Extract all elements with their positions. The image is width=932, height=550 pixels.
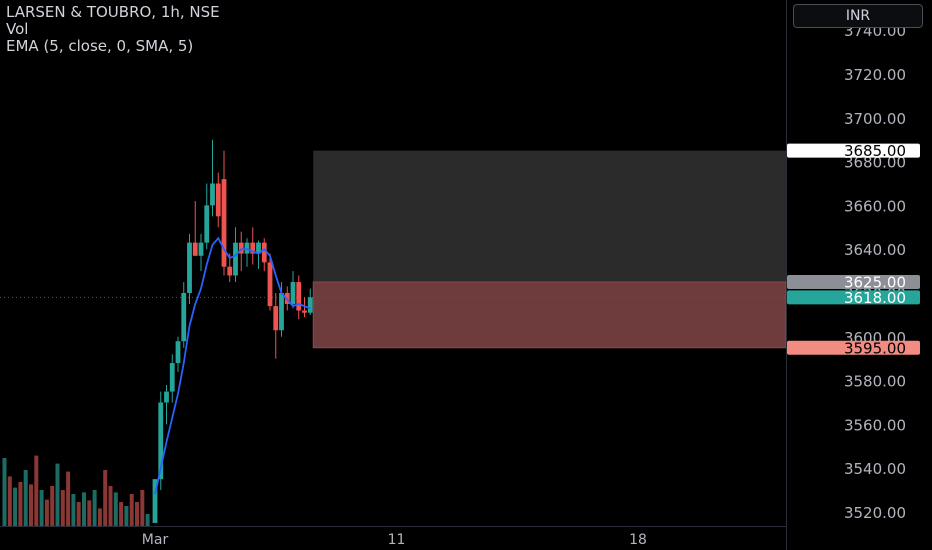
price-badge-target-label: 3685.00 (844, 142, 906, 160)
volume-bar (124, 506, 129, 526)
candle-body (227, 266, 233, 276)
candle-body (198, 242, 204, 256)
volume-bar (82, 492, 86, 526)
candle-body (267, 262, 273, 307)
volume-bar (87, 500, 92, 526)
volume-bar (92, 490, 97, 526)
price-badge-stop (787, 340, 920, 355)
candle-body (164, 391, 169, 403)
volume-bar (23, 470, 28, 526)
price-tick-label: 3540.00 (844, 460, 906, 478)
price-tick-label: 3660.00 (844, 197, 906, 215)
price-badge-last-label: 3618.00 (844, 289, 906, 307)
price-tick-label: 3720.00 (844, 66, 906, 84)
volume-bar (50, 486, 55, 526)
candle-body (296, 282, 302, 311)
price-badge-target (787, 143, 920, 158)
candle-body (187, 242, 192, 293)
candle-body (302, 310, 307, 313)
volume-bar (2, 458, 7, 526)
volume-bar (39, 490, 44, 526)
candle-body (244, 242, 250, 254)
price-badge-last (787, 290, 920, 305)
candle-body (233, 242, 238, 276)
volume-bar (66, 471, 71, 526)
ema-legend[interactable]: EMA (5, close, 0, SMA, 5) (6, 37, 194, 55)
ema-line (154, 236, 311, 495)
price-tick-label: 3520.00 (844, 504, 906, 522)
volume-bar (97, 508, 102, 526)
candle-body (204, 205, 210, 243)
volume-bar (119, 502, 124, 526)
symbol-title[interactable]: LARSEN & TOUBRO, 1h, NSE (6, 3, 220, 21)
price-badge-entry-label: 3625.00 (844, 274, 906, 292)
price-tick-label: 3640.00 (844, 241, 906, 259)
volume-bar (60, 490, 65, 526)
volume-bar (140, 490, 145, 526)
candle-body (210, 183, 215, 206)
candle-body (307, 297, 313, 313)
time-tick-label: 11 (388, 532, 406, 548)
candle-body (279, 293, 284, 331)
price-badge-entry (787, 275, 920, 290)
volume-bar (18, 482, 23, 526)
price-tick-label: 3680.00 (844, 154, 906, 172)
volume-bar (145, 514, 150, 526)
volume-bar (13, 487, 18, 526)
volume-bar (103, 470, 108, 526)
candle-body (273, 306, 279, 331)
volume-bar (7, 476, 12, 526)
candle-body (152, 479, 158, 523)
time-tick-label: 18 (629, 532, 647, 548)
time-tick-label: Mar (142, 532, 169, 548)
volume-bar (76, 502, 81, 526)
price-tick-label: 3560.00 (844, 416, 906, 434)
candle-body (221, 179, 227, 267)
candle-body (256, 242, 261, 254)
volume-bar (129, 494, 134, 526)
volume-legend[interactable]: Vol (6, 20, 29, 38)
target-zone (313, 150, 786, 283)
candle-body (250, 242, 256, 254)
volume-bar (55, 463, 60, 526)
candle-body (290, 282, 296, 304)
volume-bar (71, 494, 76, 526)
volume-bar (29, 484, 33, 526)
stop-zone (312, 281, 787, 349)
candle-body (175, 341, 181, 364)
volume-bar (108, 486, 113, 526)
volume-bar (135, 502, 139, 526)
price-badge-stop-label: 3595.00 (844, 339, 906, 357)
candle-body (181, 293, 187, 342)
candle-body (192, 242, 198, 256)
price-tick-label: 3580.00 (844, 373, 906, 391)
volume-bar (44, 499, 49, 526)
candle-body (215, 183, 221, 217)
volume-bar (113, 492, 118, 526)
candle-body (169, 363, 175, 392)
volume-bar (34, 455, 39, 526)
currency-button[interactable]: INR (793, 4, 923, 28)
candle-body (261, 242, 267, 263)
candle-body (238, 242, 244, 254)
candle-body (158, 402, 164, 480)
price-tick-label: 3700.00 (844, 110, 906, 128)
